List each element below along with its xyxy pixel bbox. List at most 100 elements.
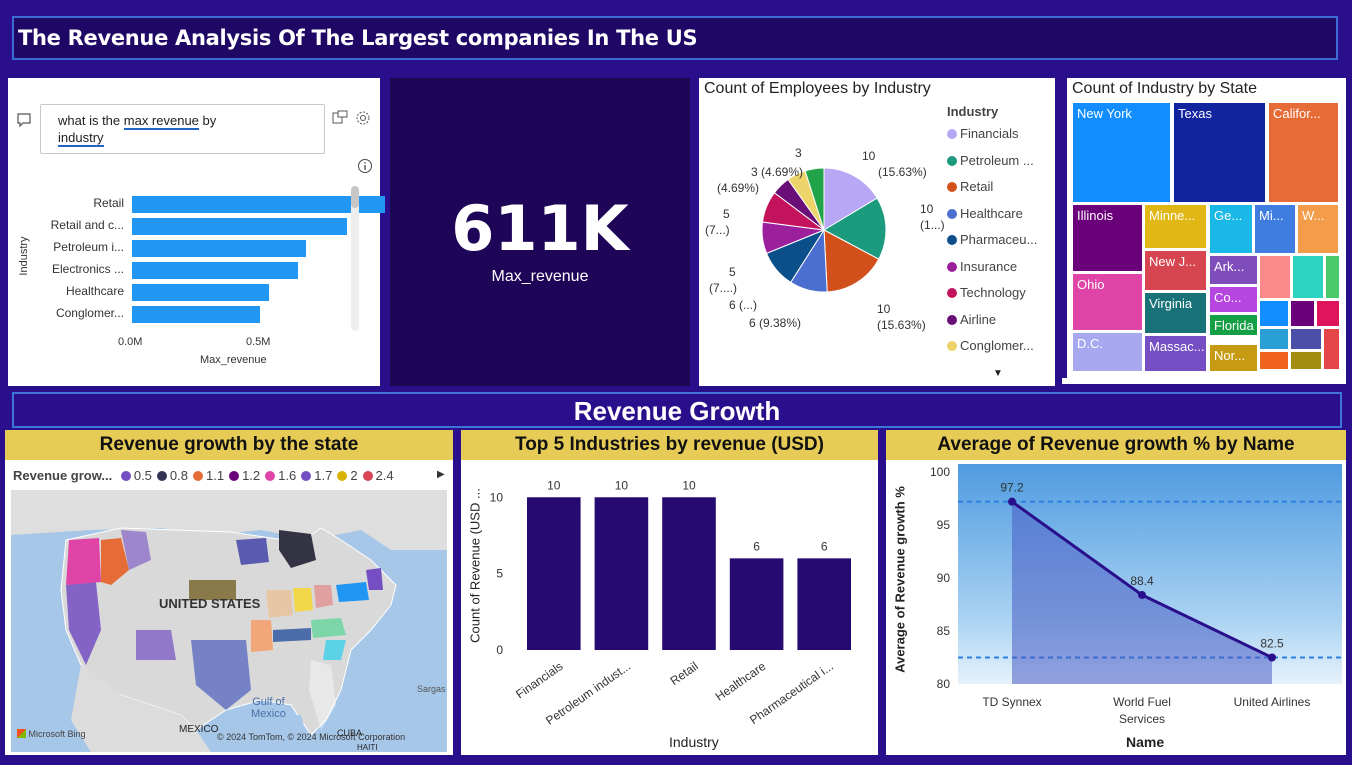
pie-legend-item[interactable]: Insurance xyxy=(947,259,1017,274)
treemap-cell[interactable]: Ge... xyxy=(1209,204,1253,254)
treemap-cell[interactable]: Texas xyxy=(1173,102,1266,203)
question-line2: industry xyxy=(58,130,104,147)
treemap-cell[interactable]: Mi... xyxy=(1254,204,1296,254)
bar-y-tick: 10 xyxy=(490,490,504,504)
treemap-cell[interactable]: Ohio xyxy=(1072,273,1143,331)
qa-scrollbar[interactable] xyxy=(351,186,359,331)
treemap-small-cell[interactable] xyxy=(1290,351,1322,370)
pie-legend-item[interactable]: Pharmaceu... xyxy=(947,232,1037,247)
bar xyxy=(662,497,716,650)
map-legend[interactable]: Revenue grow... 0.5 0.8 1.1 1.2 1.6 1.7 2 2.4 xyxy=(13,468,394,483)
pie-legend-item[interactable]: Healthcare xyxy=(947,206,1023,221)
line-y-tick: 85 xyxy=(937,624,951,638)
map-legend-item[interactable]: 2 xyxy=(337,468,358,483)
qa-bar[interactable] xyxy=(132,306,261,323)
treemap-cell[interactable]: Ark... xyxy=(1209,255,1258,285)
pie-slice xyxy=(823,229,880,293)
treemap-cell[interactable]: Massac... xyxy=(1144,335,1207,372)
settings-gear-icon[interactable] xyxy=(355,110,371,131)
pie-legend-item[interactable]: Petroleum ... xyxy=(947,153,1034,168)
treemap-small-cell[interactable] xyxy=(1259,328,1289,350)
treemap-cell[interactable]: New J... xyxy=(1144,250,1207,291)
bar-data-label: 6 xyxy=(821,539,828,553)
pie-label: 10 (1...) xyxy=(920,202,945,232)
treemap-small-cell[interactable] xyxy=(1259,351,1289,370)
treemap-small-cell[interactable] xyxy=(1292,255,1324,299)
qa-question-input[interactable]: what is the max revenue by industry xyxy=(40,104,325,154)
pie-legend-item[interactable]: Financials xyxy=(947,126,1019,141)
qa-bar[interactable] xyxy=(132,196,385,213)
map-legend-item[interactable]: 2.4 xyxy=(362,468,394,483)
qa-bar[interactable] xyxy=(132,218,348,235)
treemap-small-cell[interactable] xyxy=(1259,255,1291,299)
bar-data-label: 6 xyxy=(753,539,760,553)
legend-label: Financials xyxy=(960,126,1019,141)
treemap-small-cell[interactable] xyxy=(1325,255,1340,299)
line-chart[interactable]: 80 85 90 95 100 97.2 TD Synnex 88.4 World Fuel Se… xyxy=(914,464,1342,752)
legend-marker xyxy=(229,471,240,481)
pie-label: 10 (15.63%) xyxy=(877,302,926,332)
map-legend-item[interactable]: 0.8 xyxy=(156,468,188,483)
treemap-small-cell[interactable] xyxy=(1290,328,1322,350)
treemap-cell[interactable]: D.C. xyxy=(1072,332,1143,372)
qa-bar-label: Retail and c... xyxy=(50,218,124,232)
treemap-small-cell[interactable] xyxy=(1316,300,1340,327)
kpi-card[interactable]: 611K Max_revenue xyxy=(390,78,690,386)
treemap-small-cell[interactable] xyxy=(1259,300,1289,327)
line-data-label: 97.2 xyxy=(1000,481,1024,495)
pie-chart-panel[interactable]: Count of Employees by Industry Industry … xyxy=(699,78,1055,386)
treemap-cell[interactable]: W... xyxy=(1297,204,1339,254)
dashboard-title-bar: The Revenue Analysis Of The Largest comp… xyxy=(12,16,1338,60)
qa-bar[interactable] xyxy=(132,262,298,279)
legend-label: 2 xyxy=(350,468,358,483)
treemap-panel[interactable]: Count of Industry by State New York Texas… xyxy=(1067,78,1346,378)
treemap-cell[interactable]: Illinois xyxy=(1072,204,1143,272)
map-legend-item[interactable]: 1.1 xyxy=(193,468,224,483)
treemap-cell[interactable]: Florida xyxy=(1209,314,1258,336)
pie-chart[interactable] xyxy=(699,138,939,368)
chat-icon[interactable] xyxy=(16,112,32,133)
line-category-label: United Airlines xyxy=(1234,695,1311,709)
pie-legend-item[interactable]: Retail xyxy=(947,179,993,194)
pie-legend-item[interactable]: Technology xyxy=(947,285,1026,300)
turn-into-visual-icon[interactable] xyxy=(332,110,348,131)
qa-bar-label: Petroleum i... xyxy=(53,240,124,254)
qa-visual[interactable]: what is the max revenue by industry Indu… xyxy=(8,78,385,386)
bar xyxy=(594,497,649,650)
bar-category-label: Healthcare xyxy=(713,659,769,704)
map-legend-item[interactable]: 0.5 xyxy=(120,468,152,483)
top5-bar-chart-panel[interactable]: Top 5 Industries by revenue (USD) Count … xyxy=(461,430,878,755)
map-gulf-label: Gulf of Mexico xyxy=(251,696,286,720)
treemap-small-cell[interactable] xyxy=(1290,300,1315,327)
bar-category-label: Financials xyxy=(513,659,565,701)
legend-marker xyxy=(947,129,957,139)
treemap-small-cell[interactable] xyxy=(1323,328,1340,370)
qa-bar[interactable] xyxy=(132,240,306,257)
map-legend-item[interactable]: 1.7 xyxy=(301,468,332,483)
treemap-cell[interactable]: Virginia xyxy=(1144,292,1207,334)
info-icon[interactable] xyxy=(357,158,373,179)
treemap-cell[interactable]: Co... xyxy=(1209,286,1258,313)
bing-icon xyxy=(17,729,26,738)
bar xyxy=(527,497,581,650)
pie-legend-item[interactable]: Conglomer... xyxy=(947,338,1034,353)
treemap-cell[interactable]: New York xyxy=(1072,102,1171,203)
treemap-cell[interactable]: Califor... xyxy=(1268,102,1339,203)
pie-label: 5 (7....) xyxy=(709,265,738,295)
map-legend-item[interactable]: 1.6 xyxy=(265,468,296,483)
map-legend-item[interactable]: 1.2 xyxy=(229,468,260,483)
pie-legend-item[interactable]: Airline xyxy=(947,312,996,327)
legend-marker xyxy=(947,261,957,272)
map-panel[interactable]: Revenue growth by the state Revenue grow… xyxy=(5,430,453,755)
legend-next-icon[interactable]: ▶ xyxy=(437,469,445,480)
qa-x-axis-label: Max_revenue xyxy=(200,354,267,366)
us-map[interactable] xyxy=(11,490,447,752)
treemap-cell[interactable]: Minne... xyxy=(1144,204,1207,249)
bar-category-label: Retail xyxy=(668,659,701,688)
treemap-cell[interactable]: Nor... xyxy=(1209,344,1258,372)
legend-scroll-down-icon[interactable]: ▼ xyxy=(993,368,1003,379)
revenue-growth-line-panel[interactable]: Average of Revenue growth % by Name Aver… xyxy=(886,430,1346,755)
legend-label: Airline xyxy=(960,311,997,327)
qa-bar[interactable] xyxy=(132,284,269,301)
